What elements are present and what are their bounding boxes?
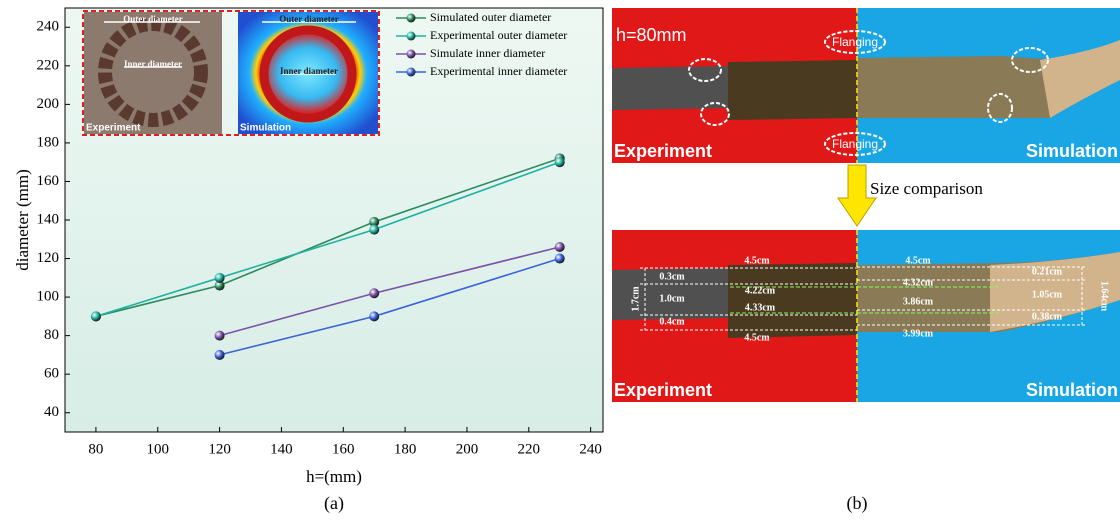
y-tick-label: 60 bbox=[44, 366, 59, 382]
dimension: 1.64cm bbox=[1099, 281, 1110, 312]
point bbox=[555, 254, 565, 264]
point bbox=[215, 331, 225, 341]
photo-label: Experiment bbox=[614, 141, 712, 161]
photo-label: Experiment bbox=[614, 380, 712, 400]
point bbox=[555, 157, 565, 167]
dimension: 4.22cm bbox=[745, 285, 776, 296]
dimension: 0.38cm bbox=[1032, 311, 1063, 322]
legend-marker bbox=[407, 68, 416, 77]
y-tick-label: 180 bbox=[37, 134, 60, 150]
x-tick-label: 180 bbox=[394, 441, 417, 457]
point bbox=[215, 350, 225, 360]
y-tick-label: 80 bbox=[44, 327, 59, 343]
x-tick-label: 160 bbox=[332, 441, 355, 457]
legend-marker bbox=[407, 14, 416, 23]
dimension: 1.0cm bbox=[659, 293, 685, 304]
dimension: 4.5cm bbox=[744, 332, 770, 343]
dimension: 4.5cm bbox=[905, 255, 931, 266]
legend-label: Experimental inner diameter bbox=[430, 64, 567, 78]
h-label: h=80mm bbox=[616, 25, 687, 45]
inset-label: Inner diameter bbox=[280, 66, 338, 76]
y-tick-label: 140 bbox=[37, 211, 60, 227]
x-tick-label: 240 bbox=[579, 441, 602, 457]
dimension: 0.21cm bbox=[1032, 266, 1063, 277]
inset-label: Simulation bbox=[240, 123, 291, 134]
dimension: 0.3cm bbox=[659, 271, 685, 282]
photo-top: h=80mm Flanging Flanging Experiment Simu… bbox=[612, 8, 1120, 163]
y-tick-label: 160 bbox=[37, 173, 60, 189]
legend-label: Simulated outer diameter bbox=[430, 10, 551, 24]
y-tick-label: 100 bbox=[37, 289, 60, 305]
legend-marker bbox=[407, 32, 416, 41]
x-tick-label: 220 bbox=[518, 441, 541, 457]
inset-label: Experiment bbox=[86, 123, 141, 134]
legend-label: Experimental outer diameter bbox=[430, 28, 567, 42]
point bbox=[555, 242, 565, 252]
x-axis-label: h=(mm) bbox=[306, 467, 362, 486]
inset-label: Outer diameter bbox=[279, 14, 339, 24]
dimension: 3.86cm bbox=[903, 296, 934, 307]
arrow-label: Size comparison bbox=[870, 179, 983, 198]
dimension: 4.32cm bbox=[903, 277, 934, 288]
dimension: 3.99cm bbox=[903, 328, 934, 339]
inset-label: Inner diameter bbox=[124, 59, 182, 69]
figure: 40 60 80 100 120 140 160 180 200 220 240 80 100 120 14… bbox=[0, 0, 1120, 521]
panel-label: (b) bbox=[847, 493, 868, 514]
y-tick-label: 120 bbox=[37, 250, 60, 266]
x-tick-label: 140 bbox=[270, 441, 293, 457]
dimension: 1.7cm bbox=[630, 286, 641, 312]
point bbox=[369, 311, 379, 321]
y-tick-label: 40 bbox=[44, 404, 59, 420]
dimension: 4.5cm bbox=[744, 255, 770, 266]
point bbox=[215, 273, 225, 283]
callout: Flanging bbox=[832, 137, 878, 151]
y-tick-label: 200 bbox=[37, 96, 60, 112]
x-tick-label: 200 bbox=[456, 441, 479, 457]
callout: Flanging bbox=[832, 35, 878, 49]
x-tick-label: 100 bbox=[147, 441, 170, 457]
point bbox=[91, 311, 101, 321]
legend-label: Simulate inner diameter bbox=[430, 46, 545, 60]
dimension: 0.4cm bbox=[659, 316, 685, 327]
dimension: 1.05cm bbox=[1032, 289, 1063, 300]
panel-label: (a) bbox=[324, 493, 344, 514]
x-tick-label: 80 bbox=[88, 441, 103, 457]
y-tick-label: 220 bbox=[37, 57, 60, 73]
photo-label: Simulation bbox=[1026, 380, 1118, 400]
point bbox=[369, 225, 379, 235]
photo-bottom: 4.5cm 0.3cm 4.22cm 1.0cm 4.33cm 0.4cm 4.… bbox=[612, 230, 1120, 402]
legend-marker bbox=[407, 50, 416, 59]
y-axis-label: diameter (mm) bbox=[13, 169, 32, 271]
point bbox=[369, 288, 379, 298]
y-tick-label: 240 bbox=[37, 19, 60, 35]
photo-label: Simulation bbox=[1026, 141, 1118, 161]
dimension: 4.33cm bbox=[745, 302, 776, 313]
x-tick-label: 120 bbox=[208, 441, 231, 457]
inset-label: Outer diameter bbox=[123, 14, 183, 24]
